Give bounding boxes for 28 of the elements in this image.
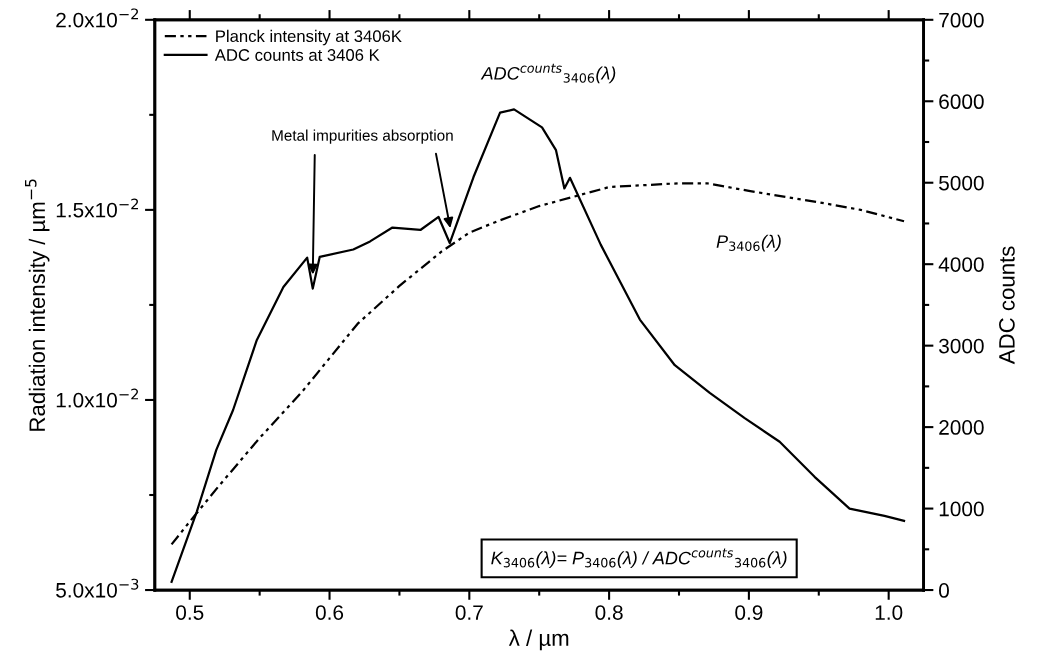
annotation: K$_{3406}$(λ)= P$_{3406}$(λ) / ADC$^{counts}$$_{3406}$(λ) [491, 548, 787, 569]
y2-tick-label: 2000 [939, 420, 984, 435]
y2-tick-label: 3000 [939, 338, 984, 354]
y2-tick-label: 4000 [938, 257, 984, 272]
y2-tick-label: 7000 [939, 12, 984, 28]
x-tick-label: 1.0 [875, 605, 903, 620]
legend-label: ADC counts at 3406 K [214, 49, 380, 61]
y2-tick-label: 0 [939, 583, 949, 598]
y-tick-label: 1.0x10$^{−2}$ [56, 388, 139, 408]
y2-tick-label: 1000 [939, 501, 984, 517]
y2-axis-title: ADC counts [999, 246, 1015, 365]
y2-tick-label: 5000 [939, 175, 984, 191]
y-tick-label: 2.0x10$^{−2}$ [56, 8, 139, 28]
x-tick-label: 0.8 [595, 605, 623, 620]
legend-label: Planck intensity at 3406K [216, 29, 402, 46]
x-tick-label: 0.5 [176, 605, 204, 620]
line-series [170, 108, 906, 583]
annotation: P$_{3406}$(λ) [716, 234, 781, 252]
y2-tick-label: 6000 [939, 94, 984, 110]
x-axis-title: λ / µm [508, 629, 569, 651]
x-tick-label: 0.7 [455, 605, 483, 620]
x-tick-label: 0.6 [315, 605, 344, 620]
annotation: ADC$^{counts}$$_{3406}$(λ) [480, 63, 616, 84]
annotation: Metal impurities absorption [272, 129, 453, 144]
y-tick-label: 5.0x10$^{−3}$ [56, 578, 139, 598]
x-tick-label: 0.9 [735, 605, 763, 620]
y-axis-title: Radiation intensity / µm$^{−5}$ [25, 179, 50, 431]
y-tick-label: 1.5x10$^{−2}$ [56, 198, 139, 218]
